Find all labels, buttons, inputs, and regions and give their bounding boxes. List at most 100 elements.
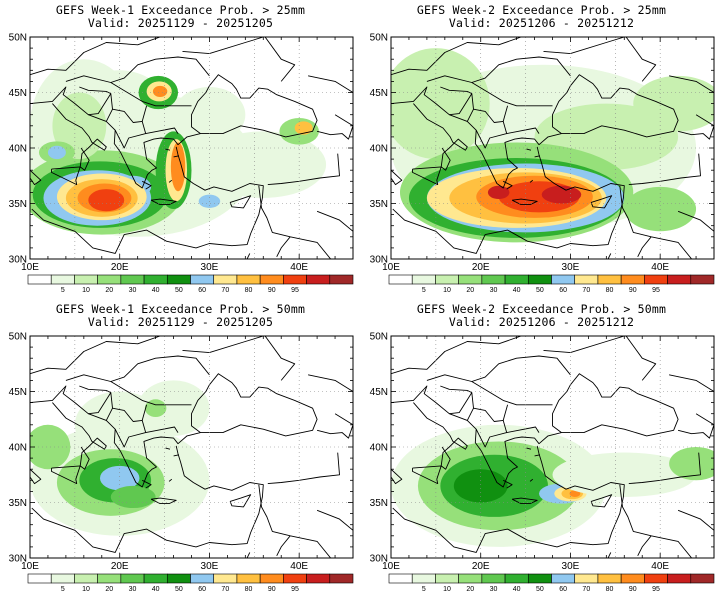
lat-label: 35N: [370, 199, 388, 210]
coastline-segment: [30, 336, 161, 375]
panel-week1-50mm: GEFS Week-1 Exceedance Prob. > 50mm Vali…: [0, 299, 361, 598]
colorbar-tick-label: 50: [536, 586, 544, 593]
colorbar-swatch: [166, 573, 191, 584]
colorbar-tick-label: 40: [152, 586, 160, 593]
coastlines-borders: [391, 37, 714, 259]
colorbar-tick-label: 10: [82, 586, 90, 593]
coastline-segment: [51, 465, 81, 485]
colorbar: 5 10 20 30 40 50 60 70 80 90 95: [27, 274, 354, 294]
coastline-segment: [141, 105, 148, 122]
panel-week2-50mm: GEFS Week-2 Exceedance Prob. > 50mm Vali…: [361, 299, 722, 598]
coastline-segment: [526, 148, 532, 151]
colorbar-swatch: [481, 573, 506, 584]
coastline-segment: [191, 74, 318, 138]
lon-label: 40E: [651, 262, 669, 273]
colorbar-tick-label: 95: [291, 586, 299, 593]
colorbar-swatch: [551, 573, 576, 584]
coastline-segment: [511, 198, 538, 206]
colorbar-tick-label: 10: [443, 287, 451, 294]
colorbar-tick-label: 90: [268, 586, 276, 593]
colorbar-swatch: [236, 573, 261, 584]
colorbar-swatch: [97, 573, 122, 584]
lat-label: 35N: [9, 498, 27, 509]
colorbar-tick-label: 70: [221, 586, 229, 593]
coastline-segment: [267, 452, 340, 485]
colorbar-swatch: [644, 573, 668, 584]
coastline-segment: [677, 413, 714, 439]
graticule: [391, 336, 714, 558]
colorbar-swatch: [74, 573, 98, 584]
coastline-segment: [276, 236, 291, 258]
coastline-segment: [182, 37, 264, 55]
coastline-segment: [619, 185, 693, 259]
colorbar-swatch: [259, 274, 284, 285]
coastline-segment: [79, 86, 111, 95]
lat-label: 30N: [9, 554, 27, 565]
coastline-segment: [141, 404, 148, 421]
coastline-segment: [669, 374, 714, 392]
coastline-segment: [625, 37, 657, 82]
panel-valid-dates: Valid: 20251206 - 20251212: [448, 16, 635, 30]
probability-region: [144, 399, 167, 418]
coastline-segment: [426, 374, 553, 406]
colorbar-tick-label: 80: [606, 287, 614, 294]
colorbar-tick-label: 95: [291, 287, 299, 294]
colorbar-tick-label: 60: [559, 287, 567, 294]
panel-title: GEFS Week-2 Exceedance Prob. > 25mm: [416, 3, 667, 17]
colorbar-tick-label: 20: [466, 287, 474, 294]
colorbar-tick-label: 90: [629, 287, 637, 294]
colorbar-tick-label: 80: [606, 586, 614, 593]
lat-label: 45N: [9, 88, 27, 99]
probability-region: [541, 185, 582, 204]
coastline-segment: [173, 454, 179, 457]
coastline-segment: [31, 445, 264, 553]
colorbar-tick-label: 5: [61, 287, 65, 294]
colorbar-tick-label: 40: [152, 287, 160, 294]
coastline-segment: [391, 336, 522, 375]
probability-region: [391, 48, 490, 160]
coastline-segment: [391, 86, 562, 189]
coastline-segment: [471, 355, 571, 382]
colorbar-swatch: [690, 274, 715, 285]
lat-label: 50N: [370, 33, 388, 44]
coastline-segment: [316, 210, 353, 232]
coastline-segment: [392, 445, 625, 553]
coastline-segment: [110, 56, 210, 83]
colorbar-tick-label: 10: [82, 287, 90, 294]
lon-label: 30E: [562, 561, 580, 572]
coastline-segment: [30, 86, 201, 189]
coastline-segment: [264, 37, 296, 82]
coastline-segment: [276, 535, 291, 557]
lat-label: 50N: [9, 332, 27, 343]
lat-label: 40N: [9, 144, 27, 155]
colorbar-swatch: [213, 274, 238, 285]
colorbar-swatch: [690, 573, 715, 584]
coastline-segment: [145, 426, 179, 434]
colorbar-tick-label: 70: [221, 287, 229, 294]
coastline-segment: [543, 336, 625, 354]
panel-valid-dates: Valid: 20251206 - 20251212: [448, 315, 635, 329]
panel-valid-dates: Valid: 20251129 - 20251205: [87, 16, 274, 30]
coastline-segment: [316, 413, 353, 439]
colorbar-tick-label: 5: [422, 586, 426, 593]
colorbar-tick-label: 60: [198, 287, 206, 294]
graticule: [30, 336, 353, 558]
probability-region: [552, 452, 697, 497]
coastline-segment: [534, 454, 540, 457]
colorbar-swatch: [27, 573, 52, 584]
lon-label: 10E: [21, 262, 39, 273]
coastline-segment: [628, 153, 701, 186]
colorbar-swatch: [435, 274, 459, 285]
lon-label: 30E: [201, 262, 219, 273]
colorbar-swatch: [143, 274, 168, 285]
colorbar-tick-label: 80: [245, 287, 253, 294]
probability-region: [99, 465, 140, 491]
coastline-segment: [392, 146, 625, 254]
colorbar-swatch: [329, 274, 354, 285]
coastline-segment: [142, 479, 152, 489]
lon-label: 10E: [21, 561, 39, 572]
probability-region: [294, 121, 313, 135]
lat-label: 30N: [370, 554, 388, 565]
